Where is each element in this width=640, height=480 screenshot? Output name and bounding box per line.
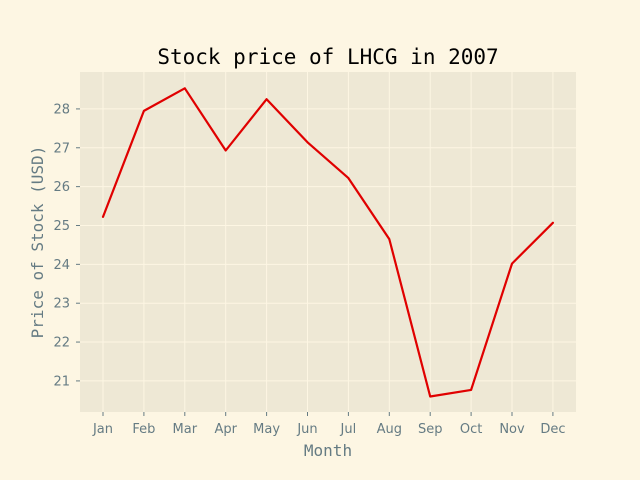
x-tick-label: Apr — [214, 422, 237, 437]
price-series-line — [101, 87, 555, 398]
y-tick-label: 24 — [53, 258, 70, 273]
x-axis-label: Month — [304, 441, 352, 460]
axis-ticks: Jan Feb Mar Apr May Jun Jul Aug Sep Oct Nov Dec 21 22… — [53, 102, 565, 437]
plot-area — [80, 72, 576, 412]
x-tick-label: May — [253, 422, 280, 437]
x-tick-label: Dec — [540, 422, 565, 437]
y-tick-label: 21 — [53, 374, 70, 389]
x-tick-label: Mar — [173, 422, 198, 437]
x-tick-label: Sep — [418, 422, 443, 437]
y-tick-label: 26 — [53, 180, 70, 195]
x-tick-label: Jun — [296, 422, 317, 437]
x-tick-label: Oct — [460, 422, 482, 437]
grid-lines — [80, 72, 576, 412]
y-tick-label: 25 — [53, 219, 70, 234]
x-tick-label: Jan — [92, 422, 113, 437]
x-tick-label: Nov — [499, 422, 525, 437]
y-tick-label: 27 — [53, 141, 70, 156]
y-tick-label: 22 — [53, 336, 70, 351]
y-tick-label: 28 — [53, 102, 70, 117]
series-layer — [101, 87, 555, 398]
y-tick-label: 23 — [53, 297, 70, 312]
y-axis-label: Price of Stock (USD) — [28, 146, 47, 339]
x-tick-label: Feb — [132, 422, 155, 437]
x-tick-label: Jul — [340, 422, 357, 437]
x-tick-label: Aug — [377, 422, 402, 437]
chart-title: Stock price of LHCG in 2007 — [157, 45, 498, 69]
